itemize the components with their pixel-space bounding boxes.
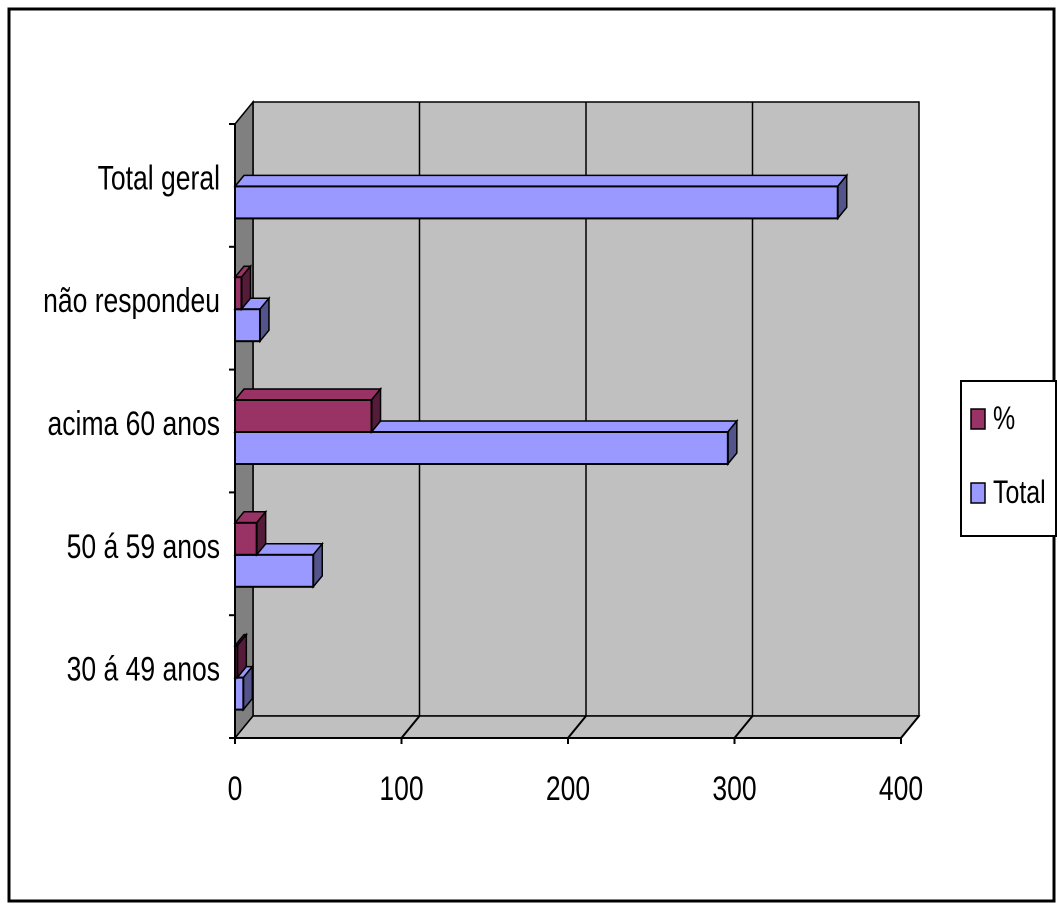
bar-front-face [234,308,261,343]
y-category-label: Total geral [98,159,220,197]
bar-top-face [233,388,383,401]
bar-percent [233,386,383,435]
bar-percent [233,264,253,312]
floor-line-400 [900,715,920,739]
bar-front-face [234,553,315,588]
bar-percent [233,509,268,557]
legend: % Total [960,380,1057,537]
bar-front-face [234,644,239,679]
x-tick-label: 300 [712,770,756,808]
floor-line-200 [567,715,587,739]
bar-front-face [234,676,245,711]
y-category-label: 50 á 59 anos [67,528,220,566]
x-tick-label: 0 [228,770,243,808]
bar-top-face [233,174,849,188]
bar-front-face [234,431,729,465]
y-category-label: não respondeu [43,282,220,320]
bar-front-face [234,185,839,220]
floor-line-300 [733,715,754,739]
bar-percent [233,632,248,680]
legend-label: Total [993,475,1046,511]
legend-box [960,380,1057,537]
x-tick-label: 100 [379,770,423,808]
bar-front-face [234,521,258,556]
y-category-label: acima 60 anos [48,405,220,443]
x-tick-label: 200 [546,770,590,808]
y-category-label: 30 á 49 anos [67,650,220,688]
x-tick-label: 400 [879,770,923,808]
bar-total [233,173,849,221]
bars [233,173,849,712]
axis-labels: 0 100 200 300 400 30 á 49 anos 50 á 59 anos aci… [43,159,923,808]
bar-front-face [234,399,373,433]
floor-line-100 [400,715,421,739]
legend-label: % [993,401,1015,437]
legend-swatch [970,408,986,430]
bar-front-face [234,276,243,311]
legend-swatch [970,482,986,504]
